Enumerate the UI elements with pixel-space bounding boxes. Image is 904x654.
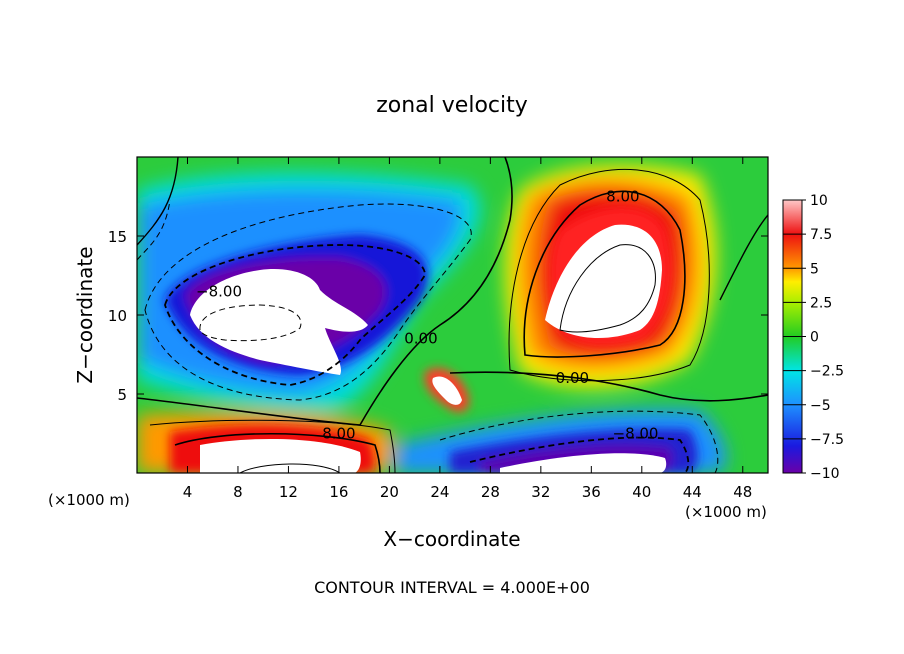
minus-eight-contour [164,244,426,386]
colorbar-tick-label: 2.5 [810,295,832,311]
plus-eight-contour [239,463,341,473]
colorbar-tick-label: −5 [810,398,831,414]
y-axis-label: Z−coordinate [73,246,97,383]
minus-four-contour [144,203,472,401]
y-tick-label: 10 [108,307,127,325]
x-tick-label: 28 [481,483,500,501]
white-bottom-left [200,438,361,473]
x-tick-label: 20 [380,483,399,501]
x-tick-label: 12 [279,483,298,501]
x-unit-right: (×1000 m) [685,503,767,521]
contour-label: 0.00 [556,369,589,387]
contour-label: 8.00 [606,188,639,206]
white-min-region [190,269,368,375]
x-tick-label: 8 [233,483,243,501]
colorbar-tick-label: −2.5 [810,364,844,380]
colorbar-tick-label: 7.5 [810,227,832,243]
x-tick-label: 24 [430,483,449,501]
x-tick-label: 4 [183,483,193,501]
contour-label: 0.00 [404,330,437,348]
x-axis-ticks: 4 8 12 16 20 24 28 32 36 40 44 48 [183,157,752,501]
contour-label: −8.00 [196,282,242,300]
plus-eight-contour [174,433,381,473]
x-unit-left: (×1000 m) [48,491,130,509]
minus-twelve-contour [199,304,302,342]
minus-four-contour [439,410,719,473]
x-tick-label: 48 [733,483,752,501]
colorbar-tick-label: 5 [810,261,819,277]
contour-label: −8.00 [613,425,659,443]
contour-label: 8.00 [322,425,355,443]
colorbar-tick-label: −7.5 [810,432,844,448]
x-tick-label: 16 [329,483,348,501]
x-tick-label: 36 [582,483,601,501]
white-bottom-right [500,453,667,473]
plus-four-contour [149,419,396,473]
colorbar-tick-label: 10 [810,193,828,209]
white-small-cell [432,376,462,405]
colorbar-tick-label: −10 [810,466,840,482]
plus-eight-contour [523,190,686,358]
contour-labels: −8.00 0.00 8.00 0.00 8.00 −8.00 [196,188,658,443]
x-tick-label: 32 [531,483,550,501]
colorbar-tick-label: 0 [810,330,819,346]
x-axis-label: X−coordinate [383,527,520,551]
y-tick-label: 5 [117,386,127,404]
x-tick-label: 40 [632,483,651,501]
contour-interval-footer: CONTOUR INTERVAL = 4.000E+00 [314,578,590,597]
plot-area [137,157,768,473]
white-max-region [545,224,662,339]
colorbar-ticks: 10 7.5 5 2.5 0 −2.5 −5 −7.5 −10 [783,193,844,482]
chart-title: zonal velocity [376,93,528,118]
plus-four-contour [508,168,710,382]
colorbar: 10 7.5 5 2.5 0 −2.5 −5 −7.5 −10 [782,193,844,482]
plus-eight-contour [559,244,656,333]
x-tick-label: 44 [683,483,702,501]
minus-eight-contour [469,436,690,473]
zero-contour-line [719,214,768,301]
minus-four-contour [137,199,171,261]
y-axis-ticks: 5 10 15 [108,228,768,404]
zero-contour-line [449,371,768,402]
zero-contour-line [137,157,513,426]
y-tick-label: 15 [108,228,127,246]
zero-contour-line [137,157,179,246]
